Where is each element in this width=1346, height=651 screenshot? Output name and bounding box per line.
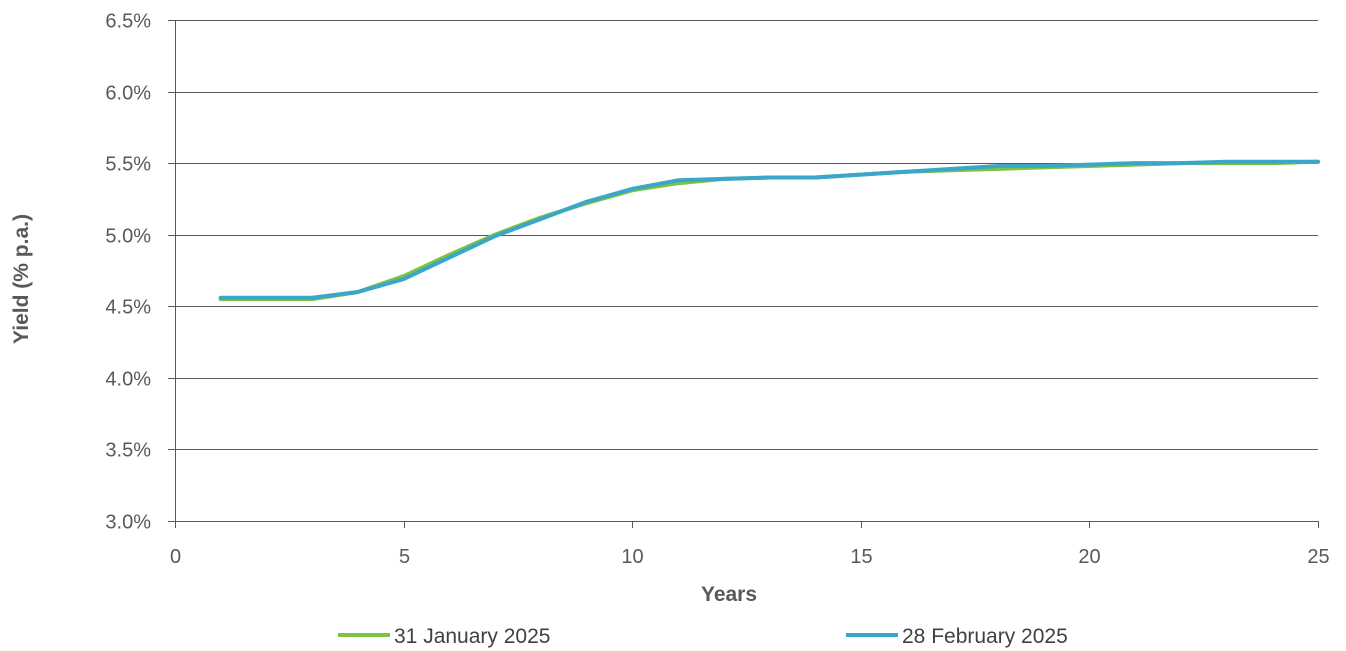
y-axis-title: Yield (% p.a.) — [10, 214, 33, 344]
axes — [168, 20, 1319, 528]
data-point — [767, 176, 771, 180]
data-point — [447, 256, 451, 260]
x-tick-label: 20 — [1078, 546, 1100, 568]
data-point — [402, 277, 406, 281]
y-tick-label: 3.5% — [105, 440, 151, 462]
data-point — [1133, 161, 1137, 165]
series-line-2 — [218, 159, 1320, 300]
data-point — [219, 296, 223, 300]
x-tick-label: 10 — [621, 546, 643, 568]
data-point — [493, 234, 497, 238]
y-tick-label: 6.0% — [105, 83, 151, 105]
y-tick-label: 4.0% — [105, 369, 151, 391]
data-point — [1179, 161, 1183, 165]
data-point — [676, 178, 680, 182]
x-tick-label: 25 — [1307, 546, 1329, 568]
data-point — [996, 164, 1000, 168]
data-point — [539, 217, 543, 221]
series-line-1 — [218, 159, 1320, 302]
y-tick-label: 6.5% — [105, 11, 151, 33]
data-point — [1042, 164, 1046, 168]
legend-label: 28 February 2025 — [902, 625, 1068, 648]
gridlines — [175, 20, 1318, 450]
data-point — [630, 187, 634, 191]
legend: 31 January 2025 28 February 2025 — [338, 625, 1068, 648]
data-point — [356, 290, 360, 294]
data-point — [905, 170, 909, 174]
data-point — [950, 167, 954, 171]
data-point — [1087, 163, 1091, 167]
x-axis-title: Years — [701, 583, 757, 606]
data-point — [1316, 160, 1320, 164]
data-point — [585, 200, 589, 204]
data-point — [264, 296, 268, 300]
tick-labels: 3.0% 3.5% 4.0% 4.5% 5.0% 5.5% 6.0% 6.5% 0 5 10 15 20… — [105, 11, 1329, 569]
data-point — [813, 176, 817, 180]
series-lines — [218, 159, 1320, 302]
legend-label: 31 January 2025 — [394, 625, 550, 648]
x-tick-label: 15 — [850, 546, 872, 568]
y-tick-label: 5.5% — [105, 154, 151, 176]
data-point — [859, 173, 863, 177]
y-tick-label: 5.0% — [105, 226, 151, 248]
data-point — [722, 177, 726, 181]
x-tick-label: 5 — [399, 546, 410, 568]
data-point — [310, 296, 314, 300]
data-point — [1270, 160, 1274, 164]
x-tick-label: 0 — [170, 546, 181, 568]
y-tick-label: 3.0% — [105, 512, 151, 534]
data-point — [1225, 160, 1229, 164]
y-tick-label: 4.5% — [105, 297, 151, 319]
